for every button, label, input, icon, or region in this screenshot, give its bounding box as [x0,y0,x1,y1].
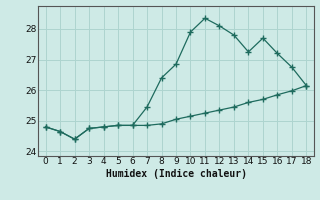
X-axis label: Humidex (Indice chaleur): Humidex (Indice chaleur) [106,169,246,179]
